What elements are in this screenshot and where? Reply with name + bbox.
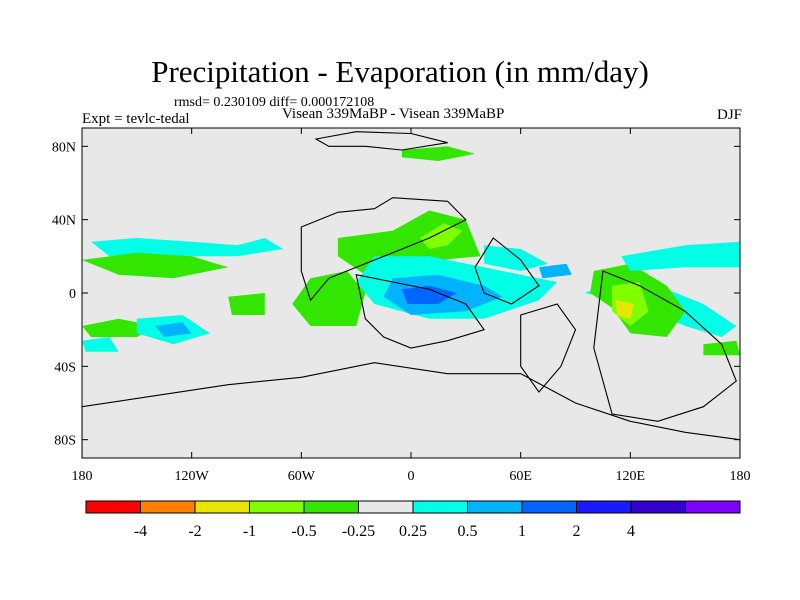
comparison-label: Visean 339MaBP - Visean 339MaBP: [282, 106, 505, 122]
contour-region-10: [155, 322, 192, 337]
colorbar-label: 2: [573, 523, 581, 540]
colorbar-swatch: [412, 500, 468, 514]
colorbar-label: -1: [243, 523, 256, 540]
contour-region-11: [228, 293, 265, 315]
coastline-0: [314, 131, 448, 151]
season-label: DJF: [716, 107, 742, 123]
coastline-5: [593, 270, 737, 422]
colorbar-swatch: [358, 500, 414, 514]
colorbar-label: 4: [627, 523, 635, 540]
y-tick-label: 80S: [54, 434, 76, 449]
y-tick-label: 0: [69, 287, 76, 302]
coastline-2: [355, 273, 485, 349]
colorbar-swatch: [630, 500, 686, 514]
y-tick-label: 40N: [52, 214, 76, 229]
contour-region-18: [484, 245, 549, 271]
x-tick-label: 180: [730, 469, 751, 484]
contour-region-21: [82, 337, 119, 352]
colorbar-label: 0.25: [399, 523, 427, 540]
x-tick-label: 180: [72, 469, 93, 484]
colorbar-swatch: [576, 500, 632, 514]
contour-region-17: [401, 146, 475, 161]
contour-region-16: [621, 241, 740, 271]
colorbar-swatch: [467, 500, 523, 514]
coastline-4: [520, 303, 577, 393]
contour-region-19: [538, 263, 572, 279]
y-tick-label: 40S: [54, 360, 76, 375]
contour-region-15: [615, 300, 634, 319]
x-tick-label: 120E: [616, 469, 646, 484]
x-tick-label: 60W: [288, 469, 316, 484]
coastline-6: [82, 362, 740, 458]
colorbar-label: -4: [134, 523, 147, 540]
colorbar-label: -2: [188, 523, 201, 540]
x-tick-label: 120W: [175, 469, 210, 484]
y-tick-label: 80N: [52, 140, 76, 155]
colorbar-swatch: [140, 500, 196, 514]
colorbar-label: 0.5: [458, 523, 478, 540]
colorbar-swatch: [521, 500, 577, 514]
chart-title: Precipitation - Evaporation (in mm/day): [151, 54, 649, 89]
coastline-3: [474, 237, 540, 305]
contour-region-6: [401, 285, 457, 304]
colorbar-swatch: [194, 500, 250, 514]
contour-region-7: [292, 271, 366, 326]
colorbar-swatch: [685, 500, 741, 514]
colorbar-label: -0.25: [342, 523, 375, 540]
x-tick-label: 60E: [509, 469, 532, 484]
stats-text: rmsd= 0.230109 diff= 0.000172108: [174, 95, 375, 110]
colorbar-label: -0.5: [291, 523, 316, 540]
contour-region-1: [82, 252, 229, 279]
coastline-1: [300, 197, 467, 302]
colorbar-swatch: [303, 500, 359, 514]
colorbar-swatch: [85, 500, 141, 514]
x-tick-label: 0: [408, 469, 415, 484]
contour-region-0: [91, 238, 284, 257]
colorbar-label: 1: [518, 523, 526, 540]
contour-region-3: [420, 223, 463, 249]
experiment-label: Expt = tevlc-tedal: [82, 111, 190, 127]
contour-region-20: [703, 340, 740, 356]
colorbar-swatch: [249, 500, 305, 514]
